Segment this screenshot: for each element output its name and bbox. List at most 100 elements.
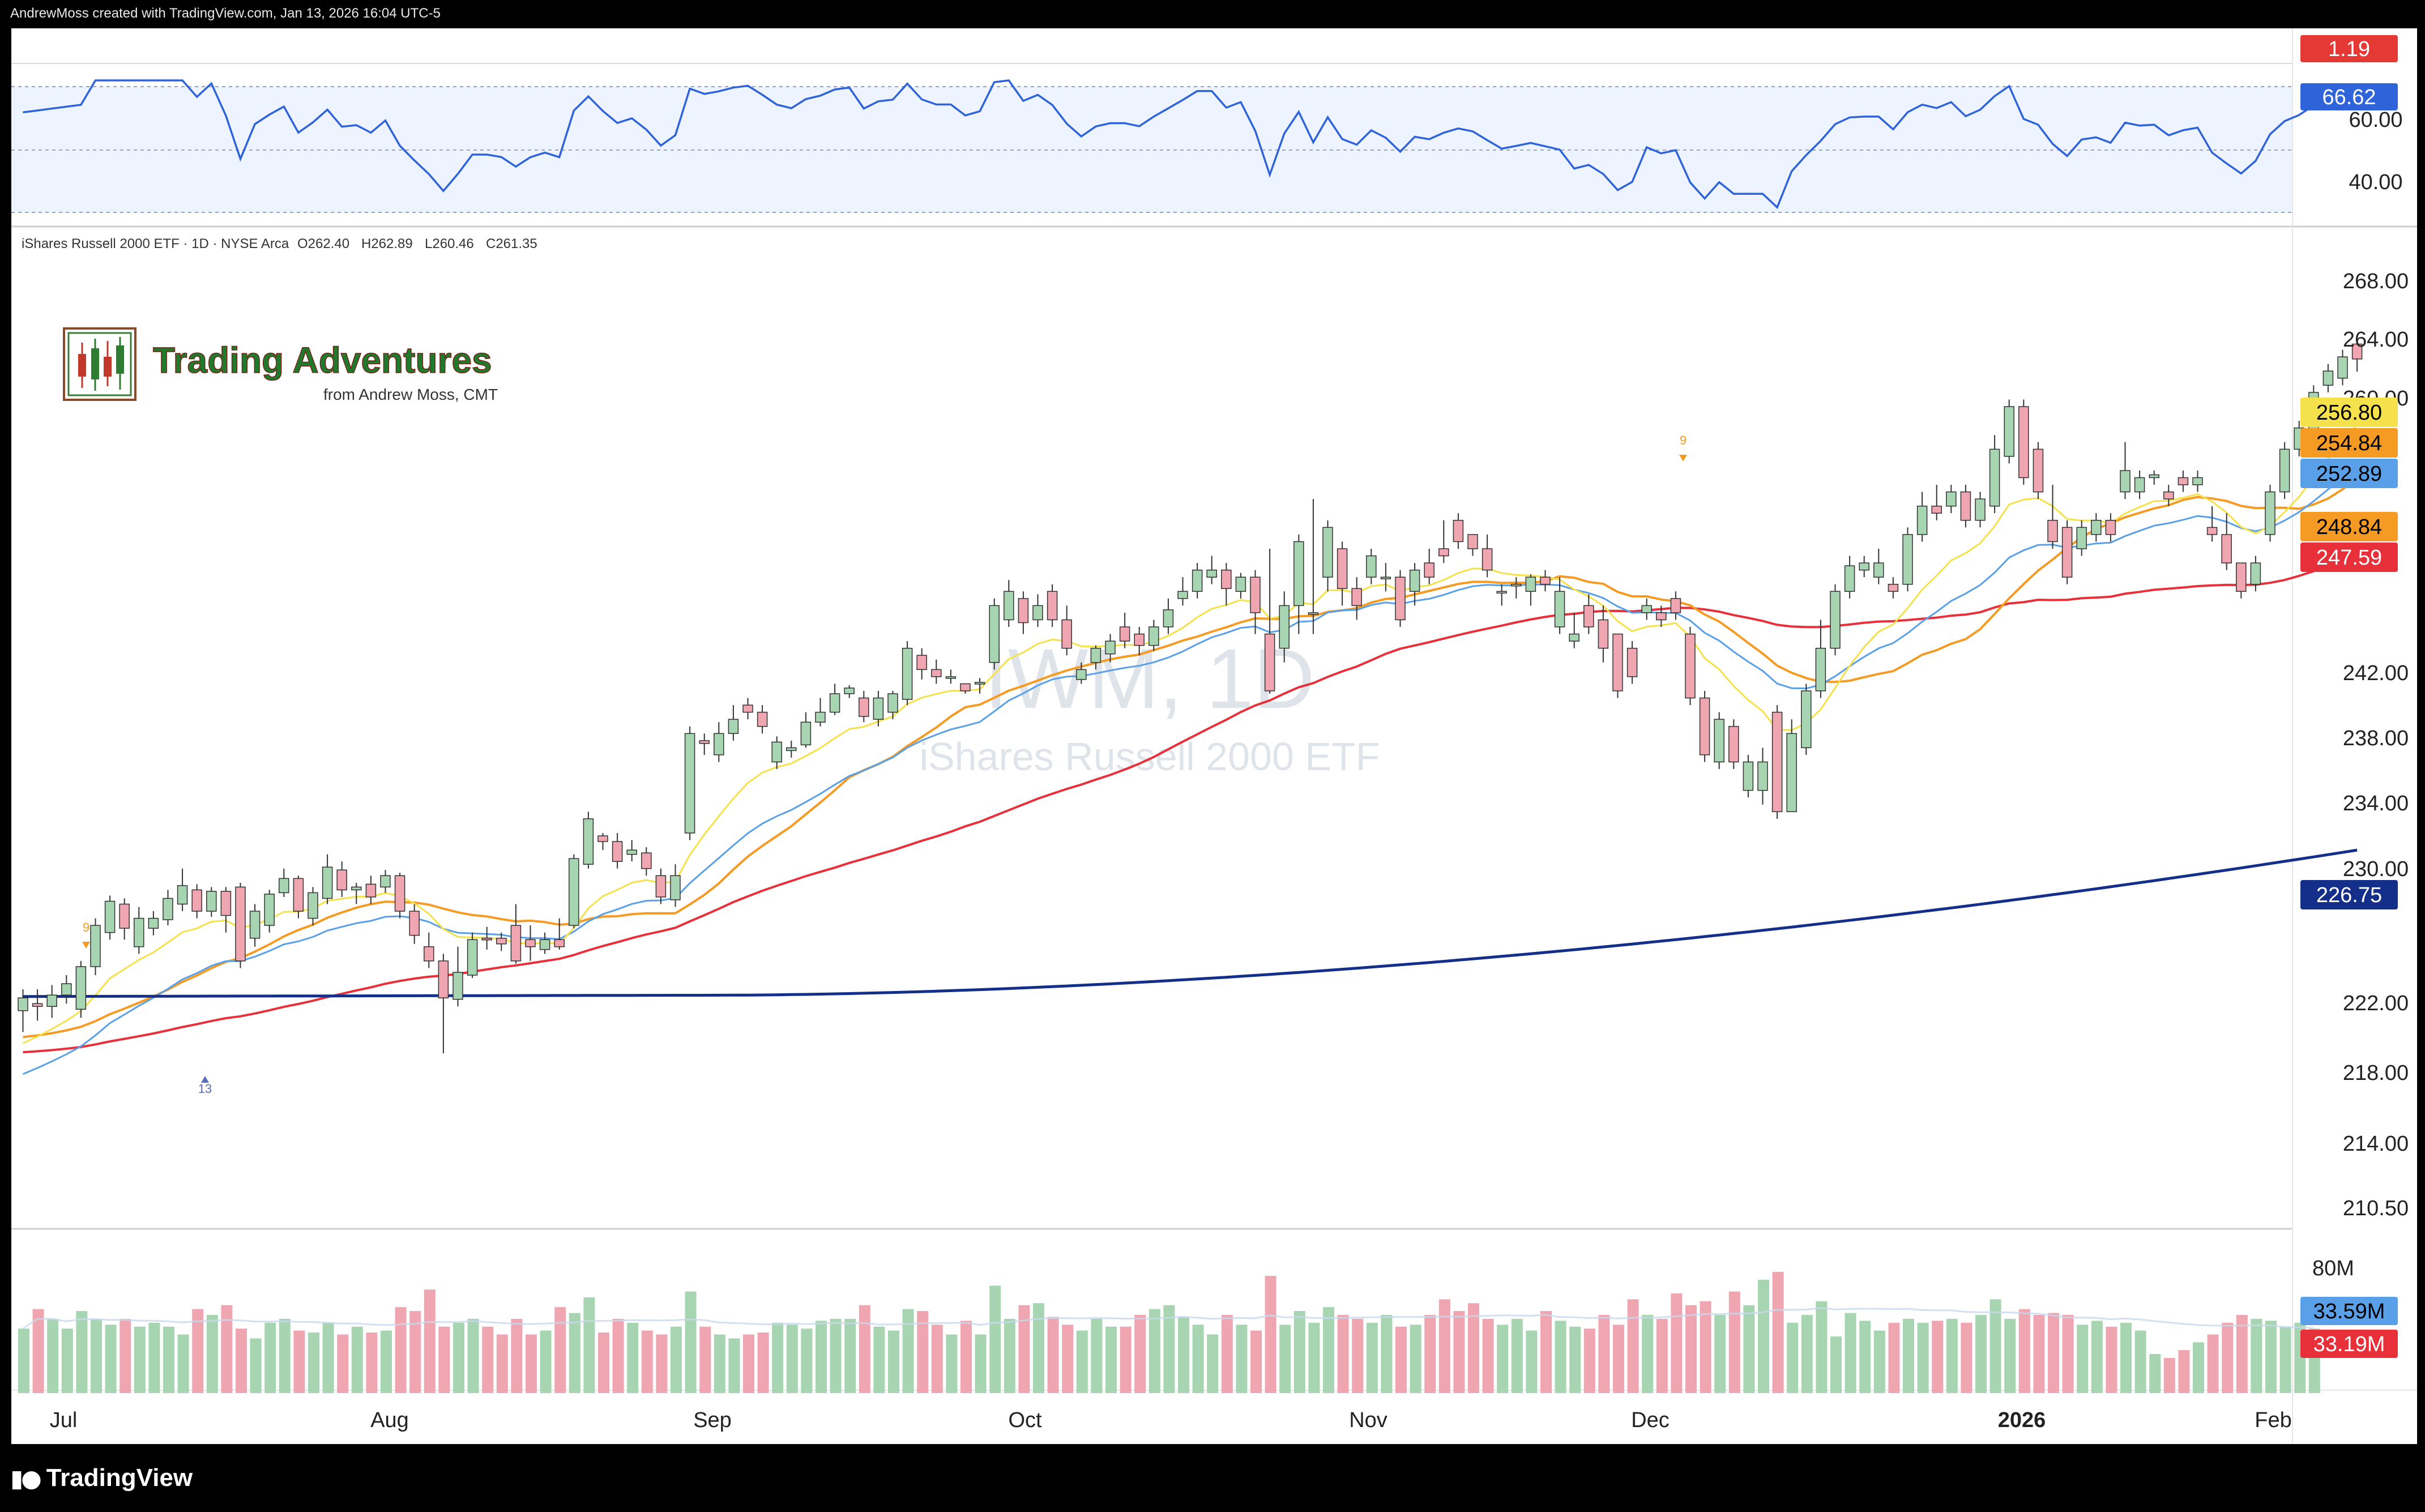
- candle: [424, 932, 434, 968]
- candle-body: [612, 841, 623, 862]
- volume-bar: [1381, 1315, 1393, 1393]
- candle-body: [206, 891, 217, 912]
- candle-body: [699, 740, 710, 744]
- candle: [308, 887, 318, 926]
- candle-body: [510, 925, 522, 962]
- price-tick: 214.00: [2343, 1132, 2409, 1156]
- time-tick: 2026: [1998, 1408, 2046, 1432]
- rsi-value-label: 1.19: [2300, 35, 2398, 62]
- candle: [1453, 513, 1464, 549]
- volume-bar: [2033, 1315, 2045, 1393]
- candle: [1351, 577, 1362, 620]
- time-tick: Sep: [693, 1408, 732, 1432]
- volume-bar: [1482, 1318, 1494, 1393]
- legend-close: C261.35: [486, 236, 537, 251]
- candle: [771, 736, 782, 770]
- chart-panel[interactable]: IWM, 1D iShares Russell 2000 ETF iShares…: [11, 28, 2417, 1444]
- volume-bar: [685, 1291, 697, 1393]
- candle: [641, 847, 652, 876]
- volume-bar: [1468, 1303, 1479, 1393]
- ma-label-text: 256.80: [2316, 401, 2382, 425]
- candle-body: [626, 849, 637, 855]
- candle-body: [32, 1003, 43, 1007]
- footer[interactable]: ▮● TradingView: [10, 1458, 193, 1498]
- volume-bar: [1598, 1315, 1610, 1393]
- volume-bar: [1105, 1326, 1117, 1393]
- candle: [2337, 349, 2348, 386]
- volume-bar: [1540, 1311, 1552, 1393]
- candle-body: [641, 852, 652, 869]
- candle: [554, 918, 565, 950]
- price-tick: 242.00: [2343, 661, 2409, 685]
- candle: [859, 691, 869, 723]
- volume-bar: [1772, 1272, 1784, 1393]
- candle: [902, 641, 913, 706]
- candle: [481, 926, 492, 950]
- candle-body: [1163, 609, 1174, 627]
- candle-body: [1061, 619, 1072, 649]
- candle-body: [1482, 548, 1493, 571]
- symbol-legend[interactable]: iShares Russell 2000 ETF · 1D · NYSE Arc…: [22, 236, 537, 251]
- candle: [1119, 612, 1130, 648]
- volume-bar: [105, 1325, 117, 1393]
- candle: [829, 684, 840, 715]
- ma-label-bg: [2300, 512, 2398, 541]
- candle: [2149, 470, 2159, 485]
- volume-bar: [1642, 1315, 1654, 1393]
- value-labels: 256.80 254.84 252.89 248.84 247.59 226.75 1.19…: [2300, 35, 2398, 1358]
- volume-bar: [1917, 1322, 1929, 1393]
- candle-body: [1641, 605, 1652, 613]
- volume-bar: [47, 1318, 59, 1393]
- time-tick: Dec: [1631, 1408, 1670, 1432]
- candle: [684, 726, 695, 840]
- legend-low: L260.46: [425, 236, 474, 251]
- volume-bar: [801, 1329, 813, 1393]
- candle-body: [336, 869, 347, 891]
- volume-bar: [1337, 1315, 1349, 1393]
- candle: [2061, 520, 2073, 584]
- volume-label-bg: [2300, 1297, 2398, 1325]
- candle-body: [2221, 534, 2232, 563]
- volume-bar: [917, 1311, 929, 1393]
- candle: [1337, 541, 1348, 606]
- candle: [2221, 513, 2232, 570]
- candle: [786, 740, 797, 758]
- volume-bar: [989, 1285, 1001, 1393]
- candle-body: [1786, 733, 1797, 813]
- candle: [177, 868, 188, 912]
- candle-body: [2091, 520, 2102, 535]
- logo-subtitle: from Andrew Moss, CMT: [323, 386, 498, 403]
- candle-body: [1714, 719, 1724, 763]
- candle: [2134, 470, 2145, 499]
- candle: [1308, 499, 1319, 634]
- volume-bar: [438, 1326, 450, 1393]
- volume-bar: [1932, 1321, 1944, 1393]
- volume-bar: [627, 1322, 639, 1393]
- candle-body: [2178, 477, 2189, 485]
- volume-bar: [1033, 1303, 1044, 1393]
- marker-count: 9: [83, 920, 89, 934]
- volume-bar: [1627, 1299, 1639, 1393]
- volume-bar: [2120, 1322, 2132, 1393]
- candle: [1076, 662, 1087, 684]
- candle: [887, 691, 898, 720]
- volume-bar: [496, 1334, 508, 1393]
- candle: [2192, 470, 2203, 492]
- price-tick: 222.00: [2343, 992, 2409, 1015]
- time-axis[interactable]: Jul Aug Sep Oct Nov Dec 2026 Feb: [50, 1408, 2292, 1432]
- candle: [365, 875, 377, 904]
- volume-bar: [177, 1334, 189, 1393]
- ma-value-label: 256.80: [2300, 398, 2398, 427]
- volume-bar: [1438, 1299, 1450, 1393]
- candle: [742, 698, 753, 720]
- chart-svg[interactable]: IWM, 1D iShares Russell 2000 ETF iShares…: [11, 28, 2417, 1444]
- candle: [336, 861, 347, 897]
- candle-body: [1235, 576, 1246, 592]
- price-axis[interactable]: 268.00264.00260.00242.00238.00234.00230.…: [2312, 108, 2409, 1280]
- watermark-symbol: IWM, 1D: [984, 631, 1314, 726]
- candle-body: [1902, 534, 1913, 585]
- candle: [279, 868, 289, 897]
- volume-label-text: 33.19M: [2313, 1332, 2385, 1356]
- candle-body: [1221, 569, 1232, 590]
- volume-bar: [1062, 1325, 1074, 1393]
